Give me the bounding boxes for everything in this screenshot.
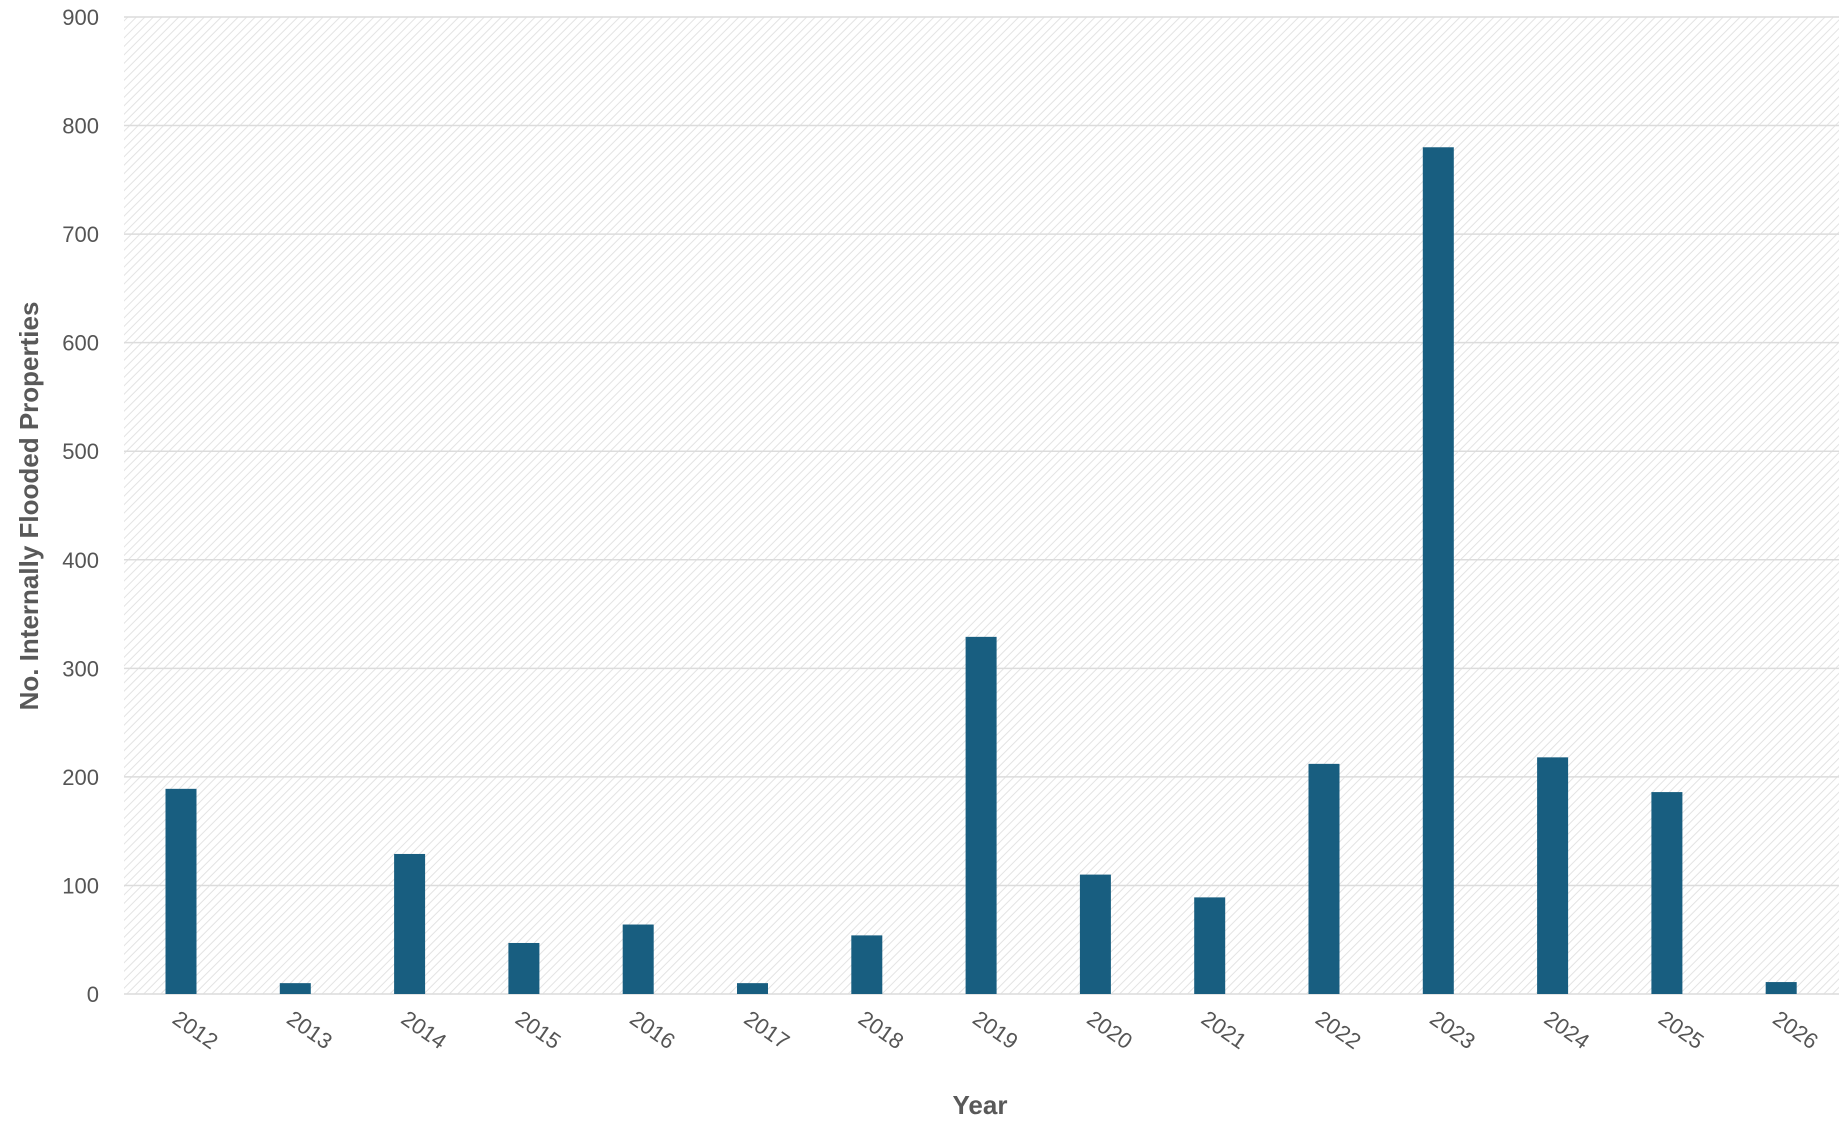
bars <box>165 147 1797 994</box>
y-tick-label: 900 <box>62 5 99 30</box>
y-tick-label: 600 <box>62 331 99 356</box>
y-tick-label: 100 <box>62 873 99 898</box>
x-tick-label: 2015 <box>511 1006 565 1055</box>
y-tick-label: 800 <box>62 114 99 139</box>
bar-2016 <box>622 924 654 994</box>
x-tick-label: 2025 <box>1654 1006 1708 1055</box>
x-tick-label: 2022 <box>1311 1006 1365 1055</box>
bar-2020 <box>1079 874 1111 994</box>
y-axis-title: No. Internally Flooded Properties <box>14 302 44 711</box>
x-axis-ticks: 2012 2013 2014 2015 2016 2017 2018 2019 2020 2021… <box>168 1006 1823 1055</box>
bar-2021 <box>1194 897 1226 994</box>
y-tick-label: 700 <box>62 222 99 247</box>
bar-2013 <box>279 983 311 994</box>
x-axis-title: Year <box>953 1090 1008 1120</box>
bar-2017 <box>737 983 768 994</box>
bar-2018 <box>851 935 883 994</box>
y-tick-label: 500 <box>62 439 99 464</box>
y-tick-label: 200 <box>62 765 99 790</box>
x-tick-label: 2021 <box>1197 1006 1251 1055</box>
x-tick-label: 2020 <box>1083 1006 1137 1055</box>
x-tick-label: 2013 <box>282 1006 336 1055</box>
x-tick-label: 2024 <box>1540 1006 1594 1055</box>
x-tick-label: 2017 <box>740 1006 794 1055</box>
bar-2026 <box>1765 982 1797 994</box>
x-tick-label: 2019 <box>968 1006 1022 1055</box>
x-tick-label: 2016 <box>625 1006 679 1055</box>
bar-2015 <box>508 942 540 994</box>
x-tick-label: 2018 <box>854 1006 908 1055</box>
bar-2019 <box>965 636 997 994</box>
y-tick-label: 300 <box>62 656 99 681</box>
bar-2025 <box>1651 792 1683 994</box>
x-tick-label: 2014 <box>397 1006 451 1055</box>
bar-2012 <box>165 788 197 994</box>
x-tick-label: 2012 <box>168 1006 222 1055</box>
y-tick-label: 400 <box>62 548 99 573</box>
y-axis-ticks: 0 100 200 300 400 500 600 700 800 900 <box>62 5 99 1007</box>
y-tick-label: 0 <box>87 982 99 1007</box>
bar-2023 <box>1422 147 1454 994</box>
x-tick-label: 2026 <box>1768 1006 1822 1055</box>
bar-2014 <box>394 853 426 994</box>
x-tick-label: 2023 <box>1425 1006 1479 1055</box>
bar-2022 <box>1308 763 1340 994</box>
bar-2024 <box>1537 757 1569 994</box>
